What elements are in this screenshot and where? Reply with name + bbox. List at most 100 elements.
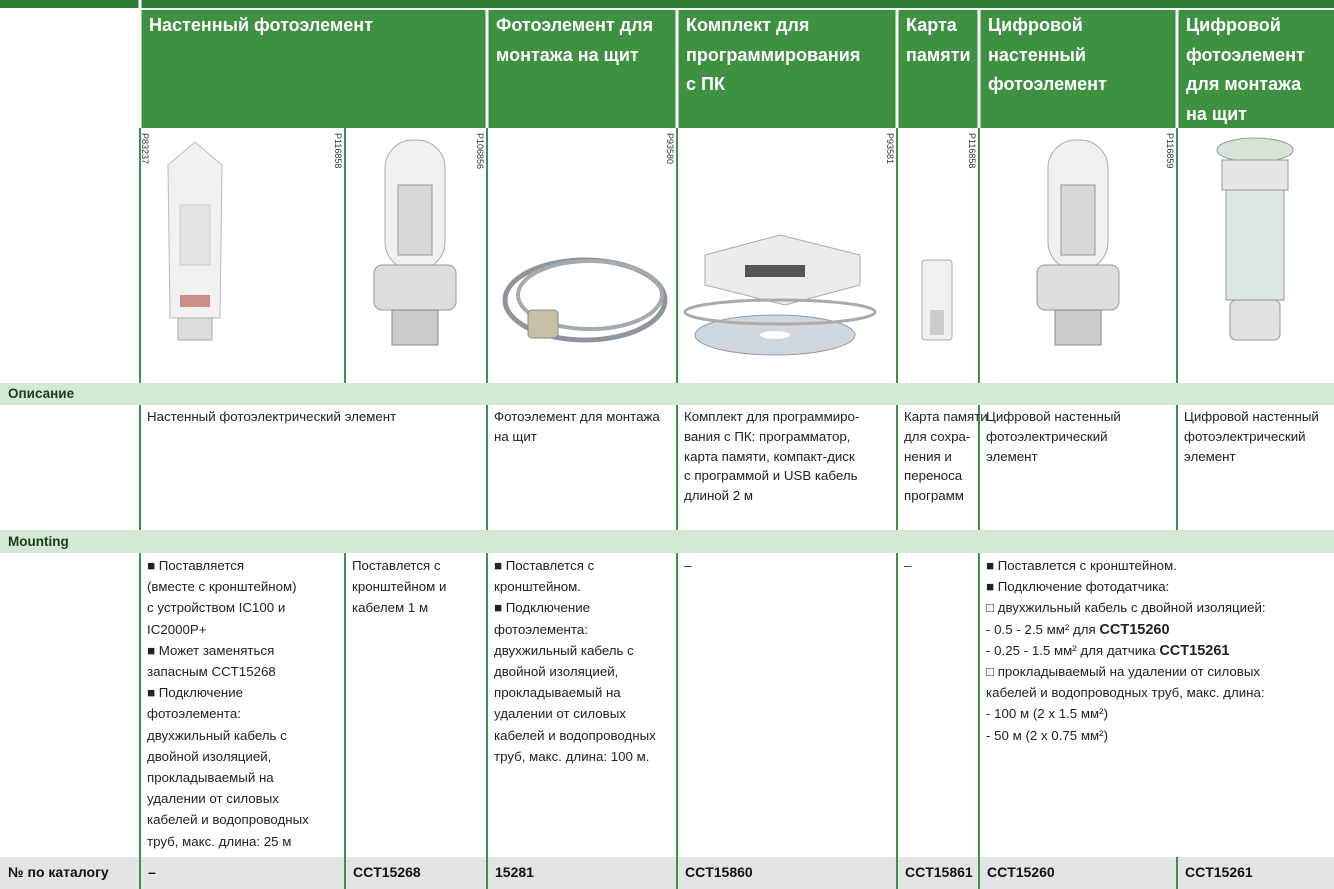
description-text: Карта памяти [904, 409, 988, 424]
section-title: Описание [8, 386, 75, 401]
image-code: P116859 [1165, 133, 1175, 169]
mounting-text: двухжильный кабель с [494, 642, 634, 658]
mounting-text: кабелей и водопроводных [147, 812, 309, 828]
catalog-number: 15281 [495, 864, 534, 880]
description-text: длиной 2 м [684, 488, 754, 504]
image-code: P116858 [333, 133, 343, 169]
header-band [140, 10, 1334, 128]
section-bar [0, 383, 1334, 405]
mounting-text: □ прокладываемый на удалении от силовых [986, 664, 1261, 679]
mounting-text: кронштейном. [494, 579, 581, 595]
catalog-number: CCT15261 [1185, 864, 1253, 880]
description-text: фотоэлектрический [986, 428, 1108, 444]
mounting-text: □ двухжильный кабель с двойной изоляцией… [986, 600, 1266, 616]
product-image [373, 139, 457, 346]
mounting-text: двойной изоляцией, [147, 748, 272, 764]
catalog-bar [0, 857, 1334, 889]
product-image [502, 257, 668, 343]
image-code: P93580 [665, 133, 675, 165]
column-title: монтажа на щит [496, 44, 639, 65]
mounting-text: ■ Поставлется с кронштейном. [986, 558, 1177, 573]
row-label: № по каталогу [8, 864, 109, 880]
mounting-text: кабелей и водопроводных [494, 727, 656, 743]
bold-code: CCT15261 [1159, 642, 1230, 659]
mounting-text: кронштейном и [352, 579, 447, 595]
section-bar [0, 530, 1334, 553]
top-band [0, 0, 1334, 8]
column-title: с ПК [686, 74, 725, 94]
mounting-text: труб, макс. длина: 25 м [147, 833, 292, 849]
mounting-text: ■ Может заменяться [147, 642, 275, 658]
column-title: Карта [906, 15, 957, 35]
mounting-text: ■ Подключение [494, 600, 591, 616]
mounting-text: удалении от силовых [147, 791, 279, 807]
product-image [921, 259, 953, 341]
image-code: P93581 [885, 133, 895, 165]
product-image [683, 234, 877, 356]
catalog-number: – [148, 864, 156, 880]
description-text: нения и [904, 448, 952, 464]
bold-code: CCT15260 [1099, 621, 1170, 638]
description-text: Фотоэлемент для монтажа [494, 409, 660, 424]
text: - 0.25 - 1.5 мм² для датчика [986, 642, 1160, 658]
description-text: для сохра- [904, 428, 971, 444]
mounting-text: ■ Подключение фотодатчика: [986, 579, 1170, 595]
mounting-text: двойной изоляцией, [494, 664, 619, 679]
image-code: P106856 [475, 133, 485, 170]
mounting-text: IC2000P+ [147, 621, 207, 637]
description-text: вания с ПК: программатор, [684, 428, 851, 444]
mounting-text: фотоэлемента: [147, 706, 241, 722]
mounting-text: (вместе с кронштейном) [147, 579, 297, 595]
mounting-text: - 0.5 - 2.5 мм² для CCT15260 [986, 622, 1170, 638]
mounting-text: с устройством IC100 и [147, 600, 286, 616]
catalog-number: CCT15260 [987, 864, 1055, 880]
mounting-text: - 0.25 - 1.5 мм² для датчика CCT15261 [986, 643, 1229, 659]
column-title: программирования [686, 44, 861, 65]
mounting-text: прокладываемый на [147, 770, 274, 785]
mounting-text: – [684, 558, 692, 573]
column-title: фотоэлемент [1186, 44, 1305, 65]
mounting-text: труб, макс. длина: 100 м. [494, 748, 650, 764]
column-title: памяти [906, 44, 971, 65]
product-image [167, 141, 223, 341]
mounting-text: ■ Подключение [147, 685, 244, 701]
column-title: настенный [988, 44, 1086, 65]
description-text: фотоэлектрический [1184, 428, 1306, 444]
mounting-text: кабелем 1 м [352, 600, 429, 616]
mounting-text: Поставлется с [352, 558, 441, 573]
text: - 0.5 - 2.5 мм² для [986, 621, 1100, 637]
description-text: элемент [1184, 448, 1236, 464]
mounting-text: запасным CCT15268 [147, 664, 276, 679]
description-text: элемент [986, 448, 1038, 464]
column-title: на щит [1186, 103, 1247, 124]
description-text: карта памяти, компакт-диск [684, 448, 855, 464]
image-code: P83237 [140, 133, 150, 165]
catalog-number: CCT15860 [685, 864, 753, 880]
mounting-text: - 50 м (2 x 0.75 мм²) [986, 727, 1109, 743]
description-text: Комплект для программиро- [684, 409, 860, 424]
description-text: Цифровой настенный [1184, 409, 1319, 424]
image-code: P116858 [967, 133, 977, 169]
catalog-number: CCT15861 [905, 864, 973, 880]
product-image [1036, 139, 1120, 346]
mounting-text: прокладываемый на [494, 685, 621, 701]
description-text: с программой и USB кабель [684, 468, 858, 484]
column-title: Настенный фотоэлемент [149, 15, 373, 35]
mounting-text: двухжильный кабель с [147, 727, 287, 743]
column-title: Фотоэлемент для [496, 15, 654, 35]
mounting-text: - 100 м (2 x 1.5 мм²) [986, 706, 1109, 722]
column-title: Комплект для [686, 15, 810, 35]
mounting-text: удалении от силовых [494, 706, 626, 722]
mounting-text: ■ Поставляется [147, 558, 245, 573]
description-text: на щит [494, 428, 537, 444]
mounting-text: фотоэлемента: [494, 621, 588, 637]
column-title: Цифровой [1186, 15, 1281, 35]
mounting-text: кабелей и водопроводных труб, макс. длин… [986, 685, 1265, 701]
description-text: переноса [904, 468, 963, 484]
description-text: Настенный фотоэлектрический элемент [147, 409, 397, 424]
description-text: программ [904, 488, 964, 504]
column-title: для монтажа [1186, 74, 1302, 94]
product-image [1216, 137, 1294, 341]
description-text: Цифровой настенный [986, 409, 1121, 424]
